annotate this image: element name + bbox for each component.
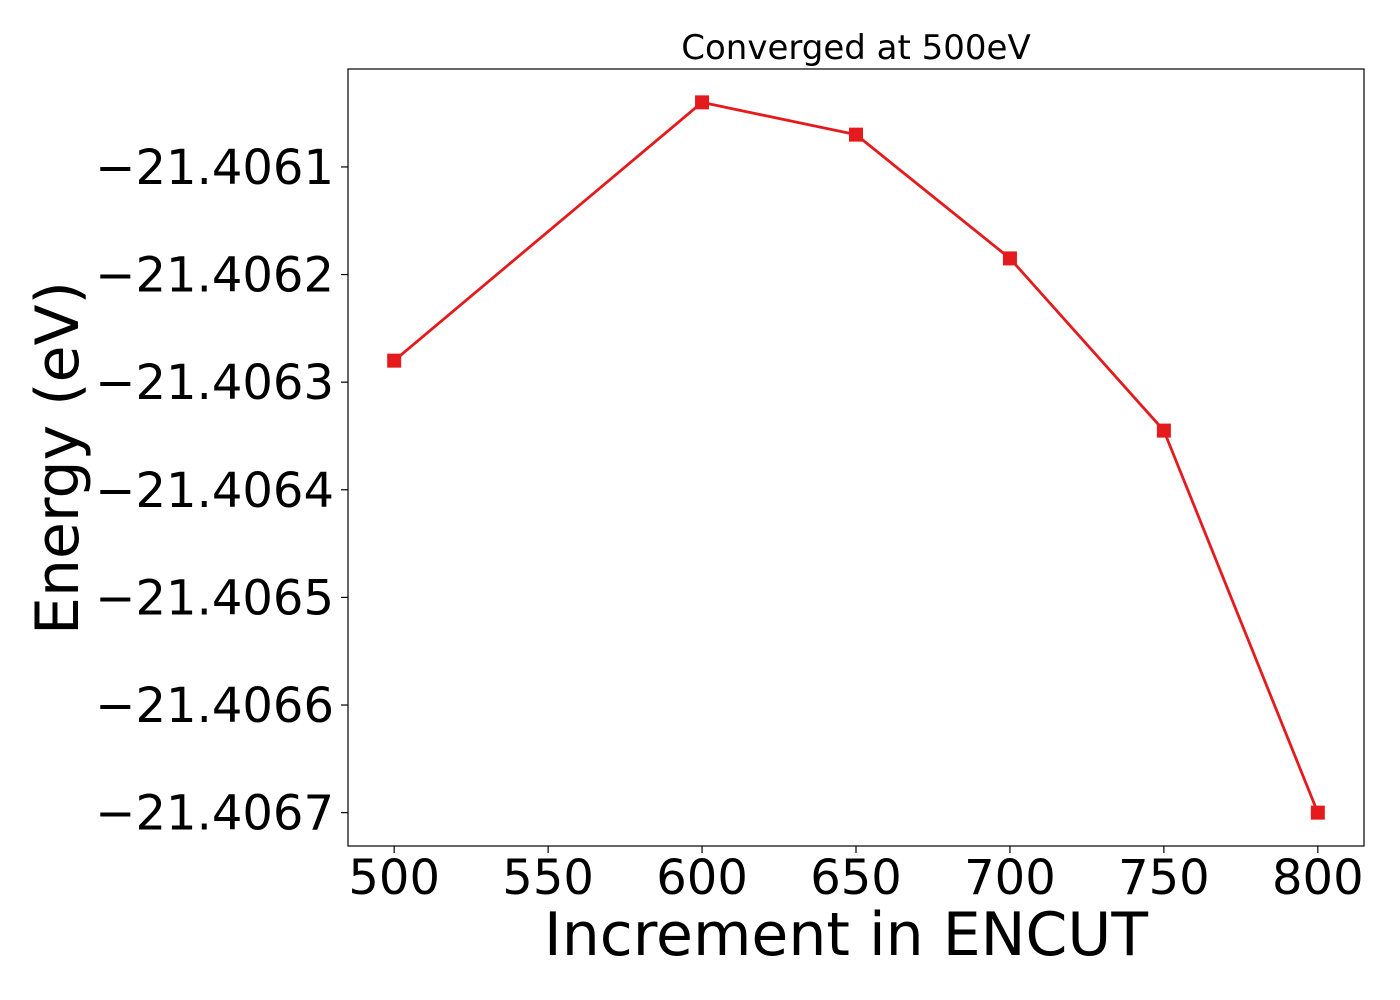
y-tick-label: −21.4065 (95, 570, 334, 626)
y-tick-label: −21.4061 (95, 140, 334, 196)
data-point-marker (387, 353, 402, 368)
y-axis-label: Energy (eV) (23, 281, 93, 635)
x-tick-label: 650 (810, 850, 902, 906)
series-layer (387, 95, 1325, 820)
x-axis-label: Increment in ENCUT (544, 900, 1148, 970)
y-axis-ticks: −21.4061 −21.4062 −21.4063 −21.4064 −21.4065… (95, 140, 348, 842)
y-tick-label: −21.4067 (95, 786, 334, 842)
x-tick-label: 800 (1272, 850, 1364, 906)
y-tick-label: −21.4063 (95, 355, 334, 411)
y-tick-label: −21.4064 (95, 463, 334, 519)
y-tick-label: −21.4062 (95, 248, 334, 304)
data-point-marker (1156, 423, 1171, 438)
y-tick-label: −21.4066 (95, 678, 334, 734)
x-tick-label: 750 (1118, 850, 1210, 906)
plot-frame (347, 68, 1365, 847)
series-line (393, 100, 1320, 814)
data-point-marker (1310, 805, 1325, 820)
x-tick-label: 700 (964, 850, 1056, 906)
x-tick-label: 500 (348, 850, 440, 906)
data-point-marker (1002, 251, 1017, 266)
x-tick-label: 600 (656, 850, 748, 906)
data-point-marker (849, 127, 863, 142)
x-axis-ticks: 500 550 600 650 700 750 800 (348, 846, 1364, 906)
chart-title: Converged at 500eV (681, 28, 1030, 68)
x-tick-label: 550 (502, 850, 594, 906)
data-point-marker (695, 95, 710, 110)
